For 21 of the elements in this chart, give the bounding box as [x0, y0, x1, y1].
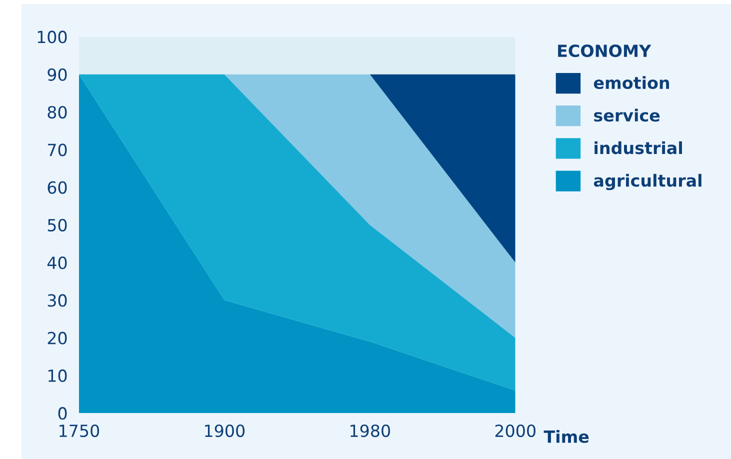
- x-tick-label: 2000: [495, 424, 536, 438]
- legend-label: emotion: [594, 76, 670, 90]
- y-tick-label: 10: [48, 369, 67, 382]
- legend-label: service: [594, 108, 660, 122]
- y-tick-label: 20: [48, 332, 67, 344]
- y-tick-label: 60: [48, 181, 67, 194]
- y-tick-label: 90: [48, 68, 67, 81]
- x-tick-label: 1980: [350, 424, 390, 438]
- y-tick-label: 50: [48, 218, 67, 232]
- x-tick-label: 1750: [60, 424, 100, 438]
- legend-label: industrial: [594, 141, 682, 154]
- y-tick-label: 80: [48, 106, 67, 119]
- y-tick-label: 30: [48, 294, 67, 307]
- x-tick-label: 1900: [205, 424, 245, 438]
- y-tick-label: 100: [38, 30, 67, 44]
- y-tick-label: 40: [47, 256, 67, 270]
- legend-label: agricultural: [594, 174, 702, 190]
- y-tick-label: 70: [48, 144, 67, 156]
- x-axis-title: Time: [544, 430, 589, 443]
- y-tick-label: 0: [58, 407, 67, 420]
- legend-title: ECONOMY: [558, 44, 652, 58]
